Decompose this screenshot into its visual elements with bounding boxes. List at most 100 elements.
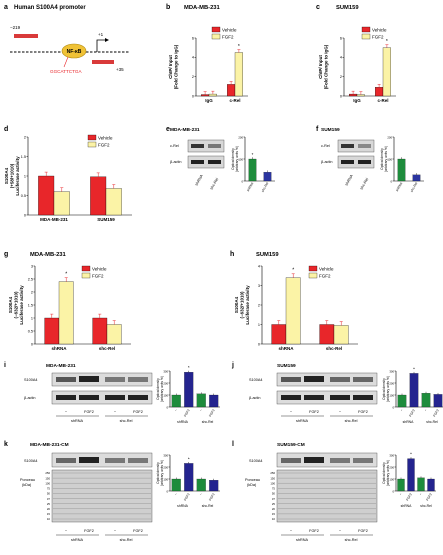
blot-band: [330, 377, 350, 382]
blot-label-s100a4: S100A4: [24, 459, 38, 463]
y-axis-label: (−632/+1010): [240, 291, 245, 319]
x-group-label: shc-Rel: [202, 420, 214, 424]
y-tick-label: 300: [389, 453, 394, 457]
ladder-label: 75: [272, 487, 276, 491]
chart-title: MDA-MB-231-CM: [30, 442, 69, 448]
ladder-label: 150: [270, 476, 275, 480]
panel-letter-j: j: [231, 362, 234, 369]
bar-shcrel-fgf2: [333, 325, 349, 345]
x-tick-label: shc-Rel: [99, 346, 115, 351]
y-axis-label: Optical density: [156, 378, 160, 400]
blot-label-s100a4: S100A4: [249, 459, 263, 463]
group-shrna: shRNA: [296, 538, 308, 542]
lane-minus: −: [65, 529, 68, 533]
blot-lane-label: shRNA: [194, 174, 204, 187]
significance-mark: *: [188, 365, 190, 370]
lane-fgf2: FGF2: [309, 410, 319, 414]
significance-mark: *: [292, 267, 294, 273]
x-tick-label: −: [199, 492, 203, 496]
chart-f: f SUM159 0 100 200 Optical density (arbitrary …: [316, 126, 424, 193]
y-axis-label: Luciferase activity: [19, 285, 24, 325]
x-group-label: shc-Rel: [420, 504, 432, 508]
significance-mark: *: [188, 456, 190, 461]
bar-igg-vehicle: [349, 93, 358, 97]
y-tick-label: 2: [192, 75, 194, 79]
ladder-label: 15: [272, 512, 276, 516]
y-axis-label: (+58/+1010): [10, 163, 15, 188]
lane-fgf2: FGF2: [309, 529, 319, 533]
significance-mark: *: [65, 272, 67, 278]
forward-primer: [14, 34, 38, 38]
y-tick-label: 200: [389, 465, 394, 469]
y-tick-label: 6: [192, 36, 194, 40]
y-axis-label: (arbitrary units %): [384, 146, 388, 172]
x-tick-label: FGF2: [432, 408, 440, 417]
bar-igg-fgf2: [356, 94, 365, 97]
bar-crel-vehicle: [227, 84, 236, 97]
panel-letter-i: i: [4, 362, 6, 369]
y-tick-label: 100: [389, 393, 394, 397]
bar-k-1: [184, 463, 194, 492]
y-tick-label: 0: [241, 179, 243, 183]
group-shrna: shRNA: [71, 419, 83, 423]
x-tick-label: −: [399, 408, 403, 412]
group-shcrel: shc-Rel: [345, 419, 358, 423]
x-tick-label: FGF2: [208, 492, 216, 501]
y-tick-label: 4: [340, 56, 342, 60]
y-tick-label: 0: [166, 489, 168, 493]
blot-band: [304, 376, 324, 382]
ladder-label: 10: [47, 517, 51, 521]
x-tick-label: FGF2: [405, 492, 413, 501]
y-axis-label: ChIP/ Input: [318, 55, 323, 79]
y-axis-label: S100A4: [4, 167, 9, 184]
blot-band: [358, 144, 371, 148]
chart-title: MDA-MB-231: [184, 5, 221, 11]
blot-j: S100A4 β-actin − FGF2 − FGF2 shRNA shc-R…: [249, 372, 378, 423]
legend-swatch-fgf2: [211, 33, 221, 40]
lane-fgf2: FGF2: [84, 529, 94, 533]
ladder-label: 15: [47, 512, 51, 516]
panel-letter-c: c: [316, 4, 320, 11]
x-tick-label: IgG: [205, 98, 213, 103]
y-tick-label: 300: [389, 369, 394, 373]
bar-l-0: [397, 478, 405, 492]
y-tick-label: 4: [258, 264, 260, 268]
legend-h: Vehicle FGF2: [308, 265, 334, 279]
y-tick-label: 300: [163, 453, 168, 457]
y-tick-label: 3: [258, 284, 260, 288]
bar-l-2: [417, 477, 425, 492]
chart-e: e MDA-MB-231 0 100 200 Optical density (arbitr…: [166, 126, 275, 193]
panel-letter-f: f: [316, 126, 319, 133]
blot-band: [281, 377, 301, 382]
legend-swatch-vehicle: [81, 265, 91, 272]
lane-minus: −: [290, 529, 293, 533]
y-tick-label: 200: [163, 465, 168, 469]
chart-title: SUM159: [321, 127, 340, 133]
nfkb-oval: [61, 43, 87, 59]
y-tick-label: 100: [389, 477, 394, 481]
x-tick-label: FGF2: [408, 408, 416, 417]
bar-mdamb231-vehicle: [38, 175, 55, 216]
significance-mark: *: [386, 39, 388, 45]
lane-minus: −: [339, 410, 342, 414]
y-axis-label: (arbitrary units %): [386, 376, 390, 402]
blot-label-actin: β-actin: [321, 160, 332, 164]
ladder-label: 150: [45, 476, 50, 480]
x-tick-label: −: [398, 492, 402, 496]
x-tick-label: shRNA: [51, 346, 67, 351]
bar-i-2: [196, 393, 206, 408]
panel-letter-k: k: [4, 441, 8, 448]
x-tick-label: −: [423, 408, 427, 412]
blot-e: c-Rel β-actin shRNA shc-Rel: [170, 139, 225, 191]
y-tick-label: 200: [389, 381, 394, 385]
legend-label-vehicle: Vehicle: [372, 28, 387, 33]
x-tick-label: −: [418, 492, 422, 496]
y-tick-label: 1: [31, 316, 33, 320]
ladder-label: 10: [272, 517, 276, 521]
chart-title: SUM159: [277, 363, 296, 369]
group-shcrel: shc-Rel: [120, 419, 133, 423]
bar-shcrel-vehicle: [319, 324, 335, 345]
